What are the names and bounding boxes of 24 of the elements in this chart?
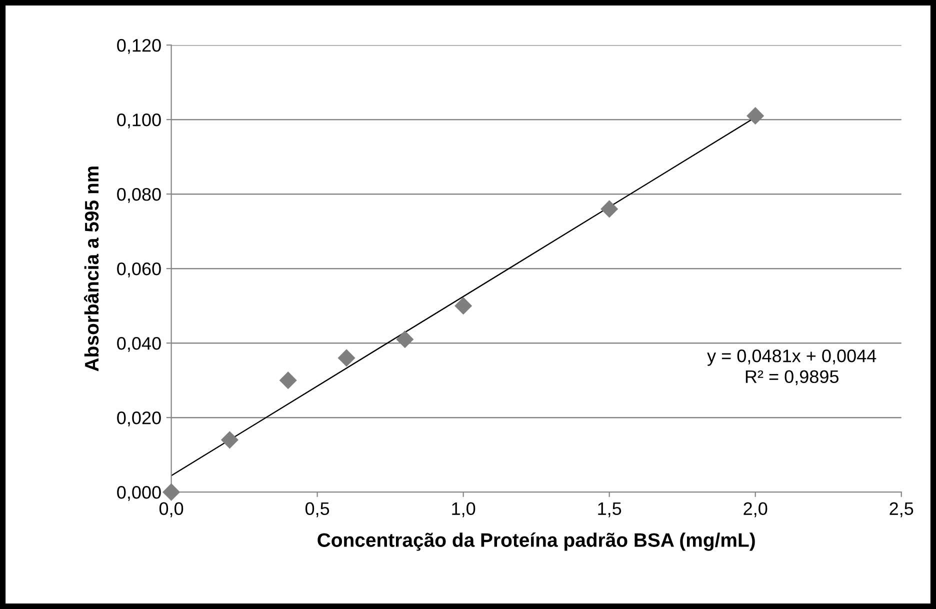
y-tick-label: 0,000 — [117, 486, 161, 501]
y-tick-label: 0,120 — [117, 39, 161, 54]
y-tick-label: 0,020 — [117, 412, 161, 426]
x-tick-label: 2,0 — [744, 502, 768, 518]
point — [600, 200, 618, 218]
point — [396, 330, 414, 348]
point — [220, 431, 238, 449]
point — [279, 372, 297, 390]
x-axis-title: Concentração da Proteína padrão BSA (mg/mL) — [318, 532, 755, 551]
y-tick-label: 0,060 — [117, 262, 161, 278]
point — [746, 107, 764, 125]
x-tick-label: 0,0 — [159, 502, 184, 518]
annotation: y = 0,0481x + 0,0044 R² = 0,9895 — [707, 350, 876, 386]
point — [454, 297, 472, 315]
x-tick-label: 2,5 — [890, 502, 914, 518]
x-tick-label: 0,5 — [305, 502, 330, 518]
y-tick-label: 0,040 — [117, 337, 161, 352]
point — [338, 349, 356, 367]
y-tick-label: 0,080 — [117, 188, 161, 203]
y-tick-label: 0,100 — [117, 114, 161, 128]
x-tick-label: 1,5 — [598, 502, 622, 518]
x-tick-label: 1,0 — [452, 502, 476, 518]
point — [162, 483, 180, 501]
y-axis-title: Absorbância a 595 nm — [84, 166, 99, 372]
